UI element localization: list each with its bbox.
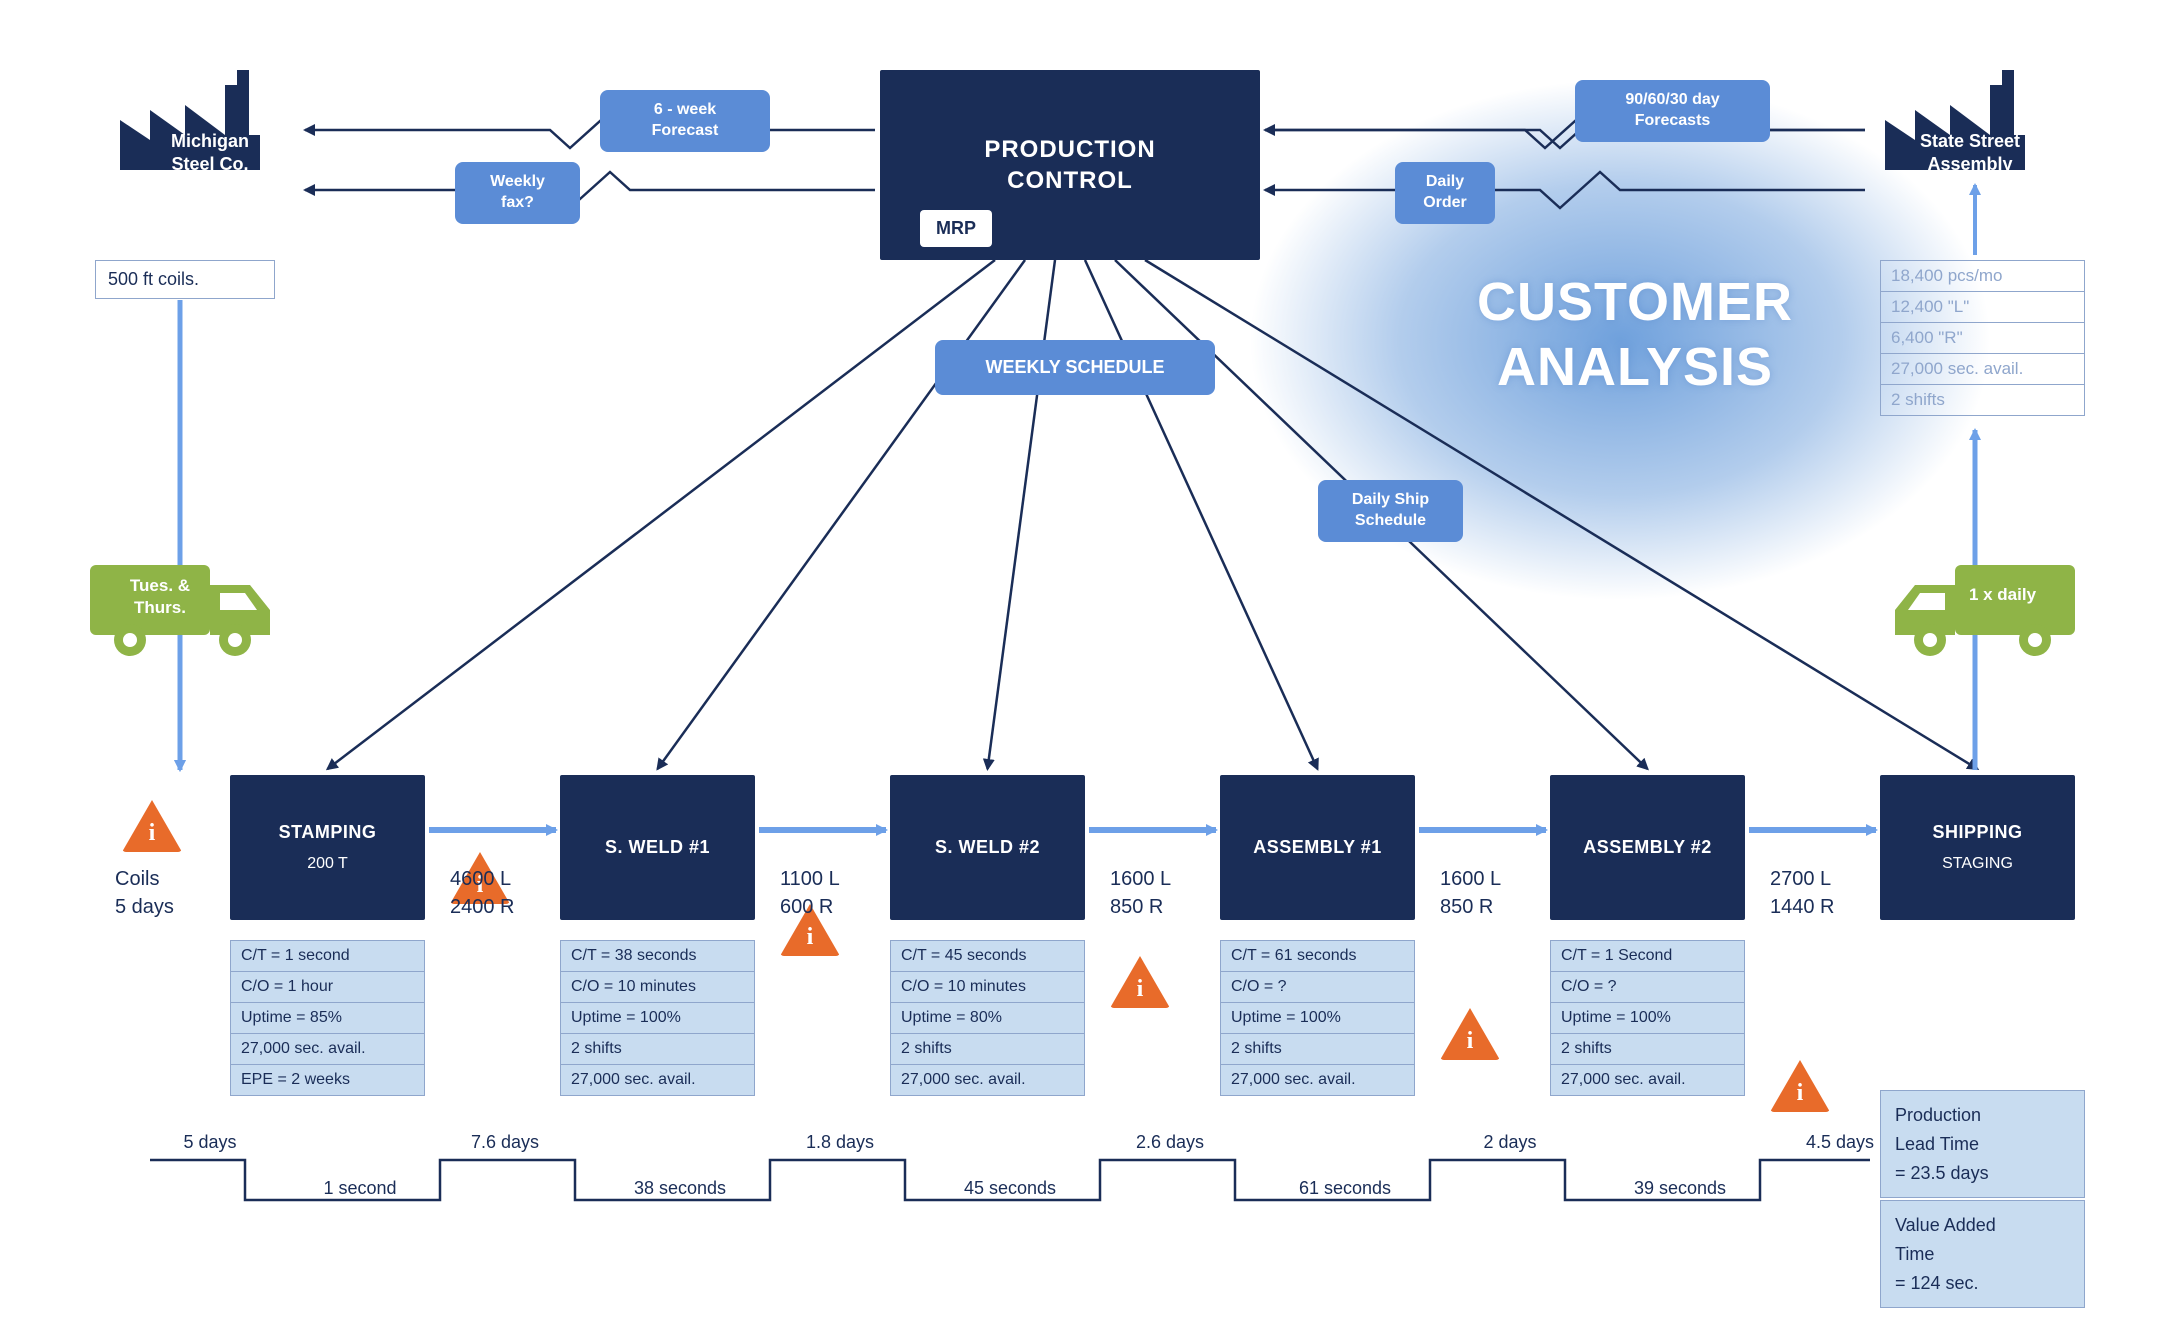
timeline-upper-3: 2.6 days [1110,1132,1230,1153]
customer-analysis-overlay: CUSTOMERANALYSIS [1420,270,1850,400]
inv-label-1: 4600 L2400 R [450,865,570,921]
inv-label-coils: Coils5 days [115,865,245,921]
mrp-label: MRP [920,210,992,247]
customer-databox: 18,400 pcs/mo12,400 "L"6,400 "R"27,000 s… [1880,260,2085,416]
inv-label-2: 1100 L600 R [780,865,900,921]
process-data-2: C/T = 45 secondsC/O = 10 minutesUptime =… [890,940,1085,1096]
timeline-upper-0: 5 days [150,1132,270,1153]
customer-truck-label: 1 x daily [1945,585,2060,605]
summary-lead-time: ProductionLead Time= 23.5 days [1880,1090,2085,1198]
inventory-triangle-0 [122,800,182,852]
process-data-0: C/T = 1 secondC/O = 1 hourUptime = 85%27… [230,940,425,1096]
process-data-4: C/T = 1 SecondC/O = ?Uptime = 100%2 shif… [1550,940,1745,1096]
process-box-1: S. WELD #1 [560,775,755,920]
process-box-3: ASSEMBLY #1 [1220,775,1415,920]
forecast-right-badge: 90/60/30 dayForecasts [1575,80,1770,142]
process-box-5: SHIPPINGSTAGING [1880,775,2075,920]
timeline-lower-4: 39 seconds [1600,1178,1760,1199]
inv-label-3: 1600 L850 R [1110,865,1230,921]
supplier-truck-label: Tues. &Thurs. [110,575,210,619]
weekly-schedule-badge: WEEKLY SCHEDULE [935,340,1215,395]
timeline-lower-1: 38 seconds [600,1178,760,1199]
customer-name: State StreetAssembly [1895,130,2045,177]
process-box-2: S. WELD #2 [890,775,1085,920]
weekly-fax-badge: Weeklyfax? [455,162,580,224]
process-data-3: C/T = 61 secondsC/O = ?Uptime = 100%2 sh… [1220,940,1415,1096]
summary-va-time: Value AddedTime= 124 sec. [1880,1200,2085,1308]
inv-label-5: 2700 L1440 R [1770,865,1890,921]
timeline-upper-1: 7.6 days [445,1132,565,1153]
inventory-triangle-5 [1770,1060,1830,1112]
process-box-0: STAMPING200 T [230,775,425,920]
inventory-triangle-3 [1110,956,1170,1008]
timeline-lower-0: 1 second [280,1178,440,1199]
daily-order-badge: DailyOrder [1395,162,1495,224]
forecast-left-badge: 6 - weekForecast [600,90,770,152]
supplier-note: 500 ft coils. [95,260,275,299]
daily-ship-badge: Daily ShipSchedule [1318,480,1463,542]
timeline-lower-2: 45 seconds [930,1178,1090,1199]
timeline-lower-3: 61 seconds [1265,1178,1425,1199]
process-box-4: ASSEMBLY #2 [1550,775,1745,920]
timeline-upper-4: 2 days [1450,1132,1570,1153]
supplier-name: MichiganSteel Co. [150,130,270,177]
inventory-triangle-4 [1440,1008,1500,1060]
inv-label-4: 1600 L850 R [1440,865,1560,921]
customer-truck-icon [1880,555,2080,665]
timeline-upper-2: 1.8 days [780,1132,900,1153]
process-data-1: C/T = 38 secondsC/O = 10 minutesUptime =… [560,940,755,1096]
